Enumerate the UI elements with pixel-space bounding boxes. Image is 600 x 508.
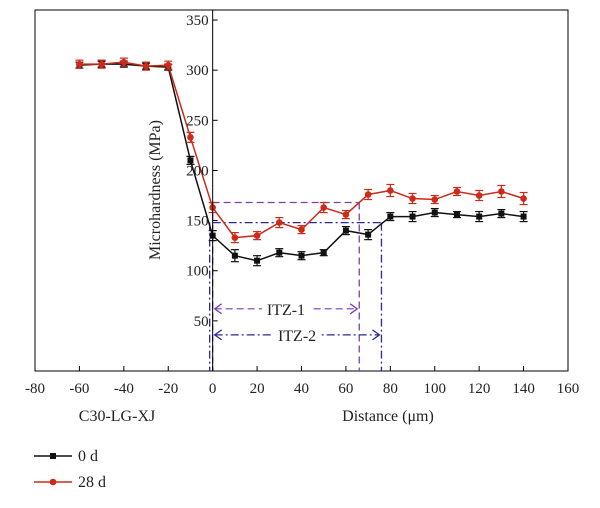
x-tick-label: 60 bbox=[338, 381, 353, 397]
data-point bbox=[498, 210, 505, 217]
data-point bbox=[253, 232, 261, 239]
x-tick-label: 140 bbox=[512, 381, 535, 397]
y-tick-label: 200 bbox=[186, 163, 209, 179]
data-point bbox=[520, 195, 527, 202]
series-layer bbox=[75, 57, 528, 267]
data-point bbox=[76, 60, 83, 68]
data-point bbox=[142, 62, 150, 70]
data-point bbox=[98, 60, 105, 68]
data-point bbox=[342, 211, 350, 218]
y-tick-label: 350 bbox=[186, 13, 209, 29]
data-point bbox=[520, 213, 527, 220]
x-axis: -80 -60 -40 -20 0 20 40 60 80 100 120 140 160 bbox=[25, 366, 579, 397]
y-tick-label: 50 bbox=[194, 314, 209, 330]
x-tick-label: 120 bbox=[468, 381, 491, 397]
data-point bbox=[475, 192, 483, 199]
data-point bbox=[476, 213, 483, 220]
y-tick-label: 300 bbox=[186, 63, 209, 79]
x-tick-label: 160 bbox=[557, 381, 580, 397]
itz-arrowhead-left bbox=[213, 303, 223, 315]
x-tick-label: 20 bbox=[250, 381, 265, 397]
data-point bbox=[453, 211, 460, 218]
x-tick-label: -80 bbox=[25, 381, 45, 397]
data-point bbox=[431, 196, 439, 203]
x-axis-title: Distance (μm) bbox=[342, 408, 434, 425]
data-point bbox=[320, 204, 328, 211]
data-point bbox=[387, 187, 394, 194]
y-tick-label: 100 bbox=[186, 264, 209, 280]
data-point bbox=[453, 188, 461, 195]
itz-annotations: ITZ-1 ITZ-2 bbox=[209, 201, 383, 371]
data-point bbox=[409, 195, 416, 202]
itz-label-bg bbox=[273, 324, 322, 345]
data-point bbox=[320, 249, 327, 256]
y-tick-label: 250 bbox=[186, 113, 209, 129]
data-point bbox=[364, 191, 372, 198]
legend-marker bbox=[49, 478, 57, 486]
data-point bbox=[254, 257, 261, 264]
y-axis: 50 100 150 200 250 300 350 bbox=[186, 10, 218, 371]
legend-label: 0 d bbox=[78, 448, 98, 465]
itz-arrowhead-right bbox=[372, 329, 381, 341]
data-point bbox=[187, 134, 194, 141]
legend-label: 28 d bbox=[78, 474, 106, 491]
data-point bbox=[275, 219, 283, 226]
itz-label-bg bbox=[261, 298, 310, 319]
x-tick-label: 100 bbox=[424, 381, 447, 397]
x-tick-label: -20 bbox=[158, 381, 178, 397]
data-point bbox=[298, 226, 305, 233]
data-point bbox=[231, 234, 239, 241]
x-tick-label: 0 bbox=[209, 381, 217, 397]
x-tick-label: -40 bbox=[114, 381, 134, 397]
data-point bbox=[298, 252, 305, 259]
legend: 0 d 28 d bbox=[34, 448, 106, 491]
data-point bbox=[231, 252, 238, 259]
itz-label: ITZ-1 bbox=[267, 302, 305, 319]
y-axis-title: Microhardness (MPa) bbox=[147, 120, 164, 260]
x-tick-label: 80 bbox=[383, 381, 398, 397]
itz-label: ITZ-2 bbox=[278, 328, 316, 345]
data-point bbox=[342, 227, 349, 234]
data-point bbox=[387, 213, 394, 220]
sample-label: C30-LG-XJ bbox=[79, 408, 155, 425]
itz-arrowhead-right bbox=[349, 303, 359, 315]
x-tick-label: -60 bbox=[69, 381, 89, 397]
itz-arrowhead-left bbox=[213, 329, 223, 341]
data-point bbox=[365, 231, 372, 238]
data-point bbox=[164, 61, 172, 69]
data-point bbox=[431, 209, 438, 216]
data-point bbox=[276, 249, 283, 256]
x-tick-label: 40 bbox=[294, 381, 309, 397]
data-point bbox=[409, 213, 416, 220]
data-point bbox=[120, 58, 128, 66]
legend-marker bbox=[50, 453, 56, 459]
data-point bbox=[187, 157, 194, 164]
data-point bbox=[498, 188, 505, 195]
y-tick-label: 150 bbox=[186, 214, 209, 230]
